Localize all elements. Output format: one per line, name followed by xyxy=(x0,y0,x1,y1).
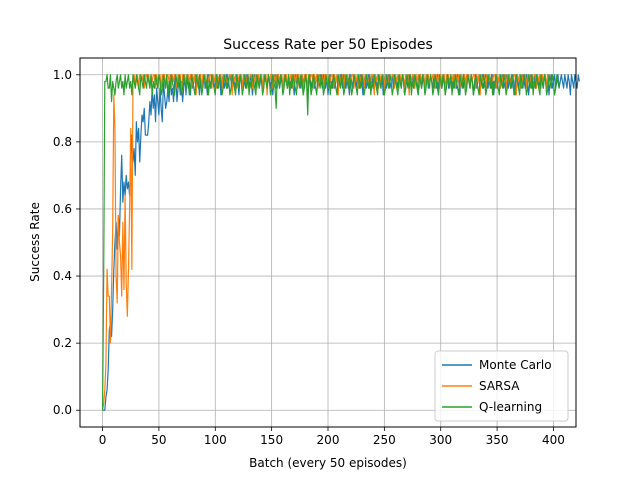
y-tick-label: 0.8 xyxy=(53,135,72,149)
x-tick-label: 200 xyxy=(317,433,340,447)
y-tick-label: 0.2 xyxy=(53,336,72,350)
x-tick-label: 300 xyxy=(429,433,452,447)
x-tick-label: 0 xyxy=(99,433,107,447)
chart-title: Success Rate per 50 Episodes xyxy=(223,37,433,53)
x-tick-label: 350 xyxy=(486,433,509,447)
legend: Monte Carlo SARSA Q-learning xyxy=(434,350,569,422)
y-tick-label: 1.0 xyxy=(53,68,72,82)
legend-box xyxy=(434,350,569,422)
legend-label-monte-carlo: Monte Carlo xyxy=(479,358,552,372)
series-line-q-learning xyxy=(101,74,560,411)
x-tick-label: 100 xyxy=(204,433,227,447)
x-tick-label: 250 xyxy=(373,433,396,447)
x-tick-label: 50 xyxy=(151,433,166,447)
legend-label-sarsa: SARSA xyxy=(479,379,520,393)
series-lines xyxy=(101,74,580,411)
ticks: 0 50 100 150 200 250 300 350 400 0.0 0.2 0.4 0.6 0.8 1… xyxy=(53,68,565,447)
x-tick-label: 400 xyxy=(542,433,565,447)
y-tick-label: 0.6 xyxy=(53,202,72,216)
legend-label-q-learning: Q-learning xyxy=(479,400,542,414)
y-axis-label: Success Rate xyxy=(28,202,42,282)
y-tick-label: 0.4 xyxy=(53,269,72,283)
y-tick-label: 0.0 xyxy=(53,403,72,417)
x-axis-label: Batch (every 50 episodes) xyxy=(249,456,407,470)
x-tick-label: 150 xyxy=(260,433,283,447)
